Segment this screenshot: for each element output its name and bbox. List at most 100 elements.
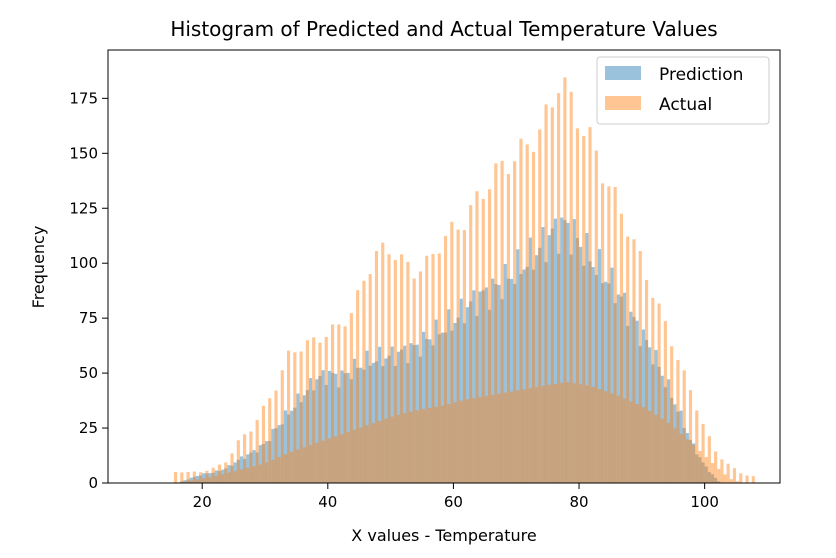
histogram-bar-actual <box>315 442 319 483</box>
histogram-bar-prediction <box>544 262 548 483</box>
histogram-bar-prediction <box>318 376 322 483</box>
histogram-bar-prediction <box>214 470 218 483</box>
histogram-bar-actual <box>233 471 237 483</box>
y-tick-label: 150 <box>69 144 98 162</box>
histogram-bar-prediction <box>434 319 438 483</box>
histogram-bar-actual <box>378 420 382 483</box>
histogram-bar-actual-spike <box>475 191 479 483</box>
histogram-bar-prediction <box>459 298 463 483</box>
histogram-bar-actual <box>434 406 438 483</box>
histogram-bar-prediction <box>308 378 313 483</box>
histogram-bar-actual <box>265 462 269 483</box>
histogram-bar-prediction <box>340 370 344 483</box>
histogram-bar-prediction <box>221 469 225 483</box>
histogram-bar-prediction <box>494 284 498 483</box>
histogram-bar-prediction <box>393 366 397 483</box>
histogram-bar-actual-spike <box>406 261 410 483</box>
histogram-bar-actual-spike <box>412 278 416 483</box>
histogram-bar-actual-spike <box>676 360 680 483</box>
histogram-bar-prediction <box>519 274 523 483</box>
histogram-bar-actual <box>465 399 470 483</box>
histogram-bar-prediction <box>610 267 614 483</box>
histogram-bar-actual <box>352 429 357 483</box>
histogram-bar-actual <box>541 386 545 483</box>
x-axis: 20 40 60 80 100 <box>193 483 719 511</box>
histogram-bar-actual-spike <box>481 199 485 483</box>
histogram-bar-prediction <box>588 261 592 483</box>
histogram-bar-prediction <box>516 249 520 483</box>
histogram-bar-prediction <box>478 291 482 483</box>
histogram-bar-actual-spike <box>330 324 335 483</box>
histogram-bar-prediction <box>594 274 598 483</box>
histogram-bar-prediction <box>371 362 375 483</box>
histogram-bar-actual <box>365 425 369 483</box>
histogram-bar-actual <box>183 481 187 483</box>
histogram-bar-prediction <box>390 346 394 483</box>
histogram-bar-actual-spike <box>500 160 504 483</box>
histogram-bar-actual-spike <box>418 271 423 483</box>
histogram-bar-prediction <box>199 475 203 483</box>
y-tick-label: 75 <box>79 309 98 327</box>
histogram-bar-prediction <box>412 345 416 483</box>
histogram-bar-prediction <box>506 278 510 483</box>
histogram-bar-prediction <box>538 247 542 483</box>
histogram-bar-actual <box>440 405 444 483</box>
histogram-bar-prediction <box>469 301 473 483</box>
histogram-bar-actual-spike <box>268 398 272 483</box>
histogram-bar-prediction <box>491 278 495 483</box>
histogram-bar-prediction <box>255 452 259 483</box>
histogram-bar-prediction <box>644 339 649 483</box>
histogram-bar-prediction <box>258 445 262 483</box>
histogram-bar-prediction <box>217 470 222 483</box>
histogram-bar-prediction <box>227 465 231 483</box>
histogram-bar-actual <box>447 404 451 483</box>
histogram-bar-actual-spike <box>343 326 347 483</box>
histogram-bar-actual-spike <box>619 213 623 483</box>
histogram-bar-actual <box>396 415 401 483</box>
histogram-bar-prediction <box>522 269 526 483</box>
histogram-bar-actual-spike <box>557 93 561 483</box>
histogram-bar-actual <box>271 459 275 483</box>
histogram-bar-prediction <box>484 287 488 483</box>
histogram-bar-actual-spike <box>217 464 222 483</box>
histogram-bar-prediction <box>635 320 639 483</box>
histogram-bar-prediction <box>359 367 363 483</box>
histogram-bar-prediction <box>704 466 708 483</box>
histogram-bar-prediction <box>563 220 567 484</box>
histogram-bar-prediction <box>299 402 303 483</box>
histogram-bar-actual <box>302 447 306 483</box>
x-tick-label: 100 <box>690 493 719 511</box>
histogram-bar-prediction <box>663 387 667 483</box>
histogram-bar-actual <box>296 449 300 483</box>
histogram-bar-prediction <box>472 290 476 483</box>
histogram-bar-actual <box>491 394 495 483</box>
histogram-bar-prediction <box>437 334 441 483</box>
histogram-bar-actual-spike <box>494 163 498 483</box>
histogram-bar-actual <box>585 385 589 483</box>
histogram-bar-prediction <box>356 367 360 483</box>
histogram-bar-actual <box>723 474 727 483</box>
histogram-bar-prediction <box>607 283 611 483</box>
histogram-bar-actual <box>202 478 206 483</box>
histogram-bar-prediction <box>682 427 686 483</box>
histogram-bar-actual <box>283 454 287 483</box>
histogram-bar-actual <box>208 477 212 483</box>
histogram-bar-actual-spike <box>487 189 492 483</box>
histogram-bar-prediction <box>604 281 608 483</box>
histogram-bar-actual-spike <box>356 290 360 483</box>
histogram-bar-prediction <box>277 425 281 483</box>
histogram-bar-prediction <box>305 390 309 483</box>
histogram-bar-actual-spike <box>224 462 228 483</box>
histogram-bar-actual-spike <box>663 321 667 483</box>
histogram-bar-prediction <box>714 477 718 483</box>
histogram-bar-actual <box>459 400 463 483</box>
histogram-bar-prediction <box>280 424 284 483</box>
histogram-bar-actual-spike <box>707 436 711 483</box>
histogram-bar-actual <box>648 410 652 483</box>
histogram-bar-actual <box>535 387 539 483</box>
histogram-bar-prediction <box>271 428 275 483</box>
histogram-bar-actual-spike <box>714 451 718 483</box>
histogram-bar-prediction <box>302 395 306 483</box>
histogram-bar-prediction <box>378 346 382 483</box>
histogram-bar-actual <box>685 439 689 483</box>
